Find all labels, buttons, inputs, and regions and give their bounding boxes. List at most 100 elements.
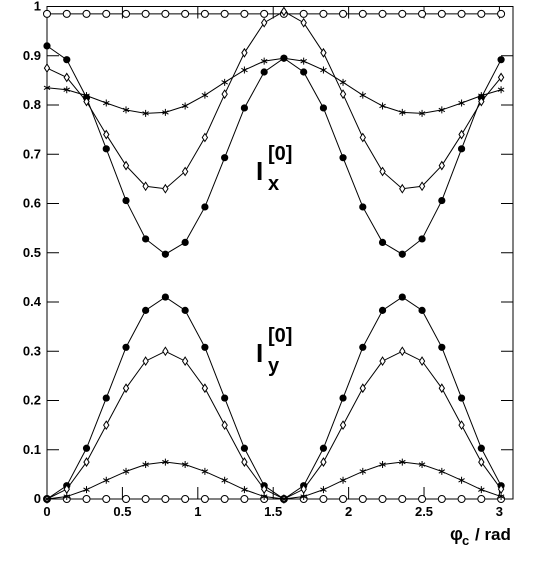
marker [240,444,249,452]
marker [497,56,505,64]
marker [141,9,150,18]
marker [142,356,149,367]
marker [398,9,407,18]
marker [241,457,248,467]
marker [162,108,169,116]
marker [181,306,189,314]
marker [201,91,209,99]
marker [418,235,426,243]
marker [319,104,328,112]
marker [161,293,169,301]
marker [339,9,348,18]
marker [359,467,367,475]
marker [200,9,209,18]
marker [221,89,228,100]
marker [260,57,268,65]
marker [418,306,426,314]
annotation: I x [0] [256,143,292,195]
marker [299,9,308,18]
annotation-main: I [256,156,263,186]
marker [181,102,189,110]
marker [418,9,427,18]
y-tick-label: 0.3 [23,343,41,358]
marker [438,343,446,351]
marker [201,343,209,351]
marker [241,66,248,74]
marker [102,9,111,18]
marker [201,203,209,211]
marker [458,420,465,431]
marker [122,383,130,394]
marker [63,56,71,64]
marker [478,92,485,100]
annotation: I y [0] [256,325,292,377]
marker [458,129,465,140]
x-tick-label: 2.5 [415,504,433,519]
marker [358,495,367,503]
marker [319,495,328,503]
marker [43,495,51,503]
marker [63,493,71,501]
marker [300,68,308,76]
y-tick-label: 0.2 [23,393,41,408]
marker [320,66,327,74]
marker [162,183,169,194]
marker [161,495,170,503]
marker [398,250,406,258]
marker [260,68,268,76]
marker [319,9,328,18]
marker [63,86,71,94]
marker [339,78,347,86]
marker [83,486,90,494]
marker [102,99,110,107]
marker [83,92,90,100]
x-label-rest: / rad [475,525,511,544]
marker [122,106,130,114]
annotation-sub: x [268,173,279,195]
marker [161,9,170,18]
y-tick-label: 0.1 [23,442,41,457]
marker [102,145,110,153]
marker [339,89,347,100]
marker [320,47,327,58]
marker [477,9,486,18]
y-tick-label: 0.5 [23,245,41,260]
marker [102,476,110,484]
marker [379,356,386,367]
marker [339,154,347,162]
x-tick-label: 0 [43,504,50,519]
marker [82,444,91,452]
marker [43,84,51,92]
annotation-main: I [256,338,263,368]
marker [122,495,131,503]
marker [43,63,51,73]
marker [221,78,228,86]
marker [260,9,269,18]
marker [103,129,110,140]
marker [320,457,327,467]
marker [162,458,169,466]
marker [478,486,485,494]
marker [300,57,307,65]
marker [102,495,111,503]
series-line [46,57,502,114]
marker [497,493,505,501]
marker [359,132,366,143]
marker [201,383,209,394]
marker [221,394,229,402]
marker [477,444,485,452]
marker [220,9,229,18]
marker [122,343,130,351]
marker [438,383,446,394]
annotation-sup: [0] [268,143,292,165]
marker [320,486,327,494]
marker [142,306,150,314]
marker [280,6,288,17]
series-line [46,10,502,190]
series [43,9,506,18]
x-tick-label: 1.5 [264,504,282,519]
x-label-sub: c [462,533,469,548]
marker [181,495,190,503]
marker [457,495,466,503]
series-line [46,296,502,500]
